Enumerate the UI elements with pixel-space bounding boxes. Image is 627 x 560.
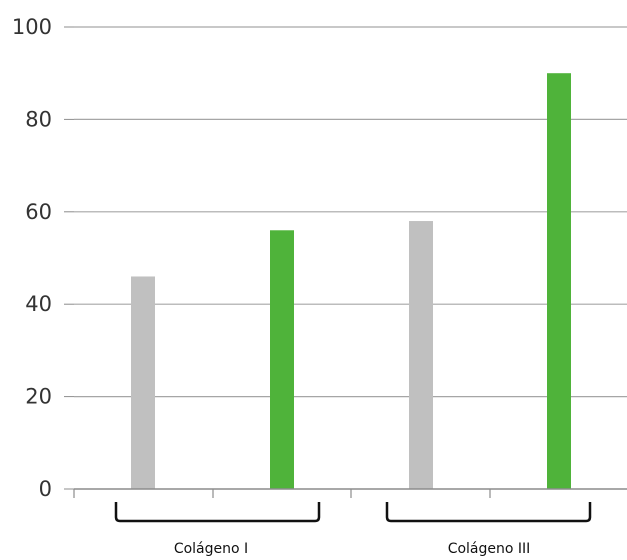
- y-tick-label-60: 60: [25, 200, 52, 224]
- bars: [131, 73, 571, 490]
- group-label-1: Colágeno I: [174, 541, 248, 557]
- y-tick-label-0: 0: [39, 477, 52, 501]
- bar-4: [547, 73, 571, 489]
- y-tick-label-80: 80: [25, 107, 52, 131]
- y-tick-label-40: 40: [25, 292, 52, 316]
- y-tick-label-100: 100: [12, 15, 52, 39]
- group-label-2: Colágeno III: [448, 541, 531, 557]
- y-axis-ticks: 0 20 40 60 80 100: [12, 15, 74, 501]
- group-bracket-2: [385, 502, 592, 523]
- bar-2: [270, 230, 294, 489]
- x-axis: [73, 488, 627, 498]
- grid-lines: [74, 26, 627, 398]
- bar-1: [131, 276, 155, 489]
- bar-3: [409, 221, 433, 490]
- group-labels: Colágeno I Colágeno III: [174, 541, 530, 557]
- group-bracket-1: [114, 502, 321, 523]
- y-tick-label-20: 20: [25, 385, 52, 409]
- group-brackets: [114, 502, 592, 523]
